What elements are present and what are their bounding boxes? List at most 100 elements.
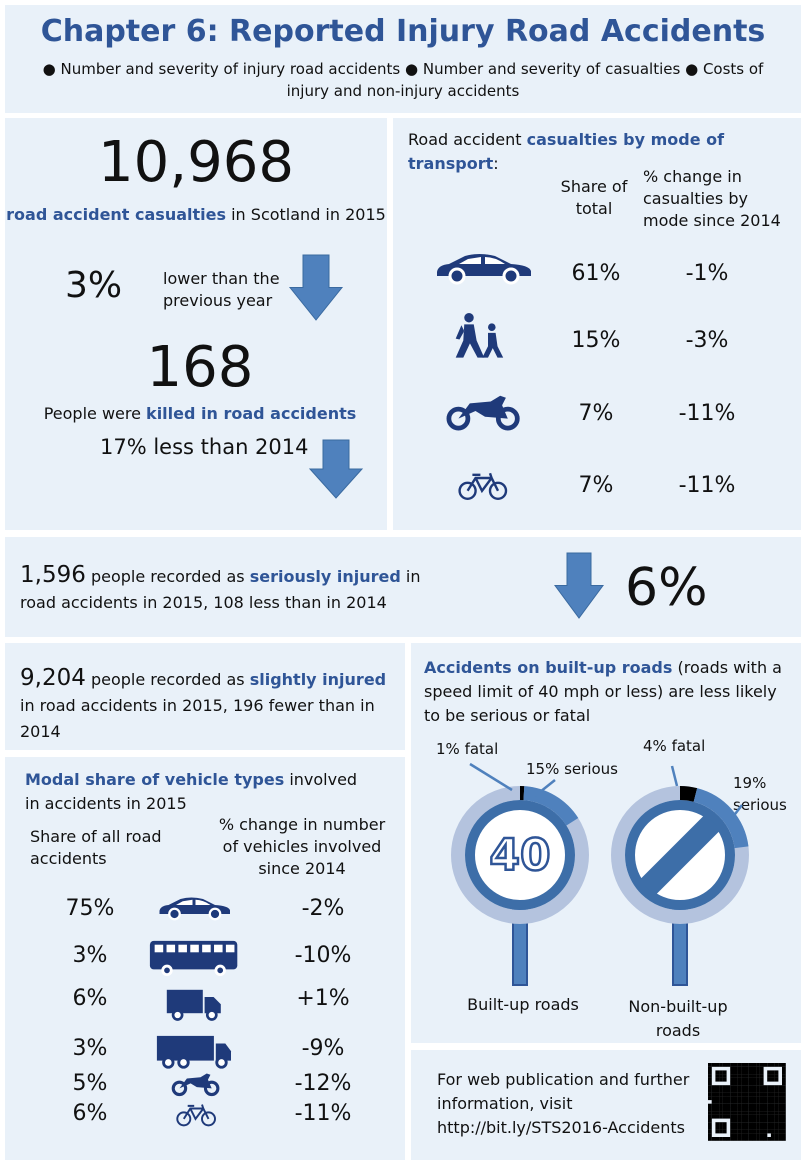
qr-cell xyxy=(770,1092,775,1097)
qr-cell xyxy=(711,1111,716,1115)
qr-cell xyxy=(733,1133,738,1138)
qr-cell xyxy=(726,1096,731,1101)
qr-cell xyxy=(767,1092,771,1097)
icon-part xyxy=(171,1009,184,1021)
qr-cell xyxy=(722,1088,727,1093)
qr-cell xyxy=(745,1103,749,1108)
qr-cell xyxy=(770,1088,775,1093)
change-value: -11% xyxy=(294,1101,352,1126)
qr-cell xyxy=(708,1070,712,1075)
qr-cell xyxy=(730,1100,734,1104)
qr-cell xyxy=(711,1088,716,1093)
qr-cell xyxy=(737,1122,742,1126)
qr-cell xyxy=(708,1133,712,1138)
qr-cell xyxy=(730,1081,734,1086)
bike-icon xyxy=(458,472,508,501)
qr-cell xyxy=(767,1077,771,1082)
qr-cell xyxy=(741,1081,746,1086)
qr-cell xyxy=(726,1137,731,1141)
fatal-label: 1% fatal xyxy=(436,740,499,758)
icon-part xyxy=(215,1056,228,1069)
text: people recorded as xyxy=(90,567,245,586)
qr-cell xyxy=(756,1114,760,1119)
qr-cell xyxy=(748,1070,753,1075)
qr-cell xyxy=(759,1129,764,1134)
sign-band xyxy=(639,814,721,896)
qr-cell xyxy=(782,1118,786,1123)
column-header: Share of all road accidents xyxy=(30,827,162,868)
qr-cell xyxy=(767,1137,771,1141)
qr-cell xyxy=(774,1114,779,1119)
qr-cell xyxy=(748,1125,753,1130)
highlight: road accident casualties xyxy=(6,205,227,224)
qr-cell xyxy=(719,1074,723,1078)
qr-cell xyxy=(752,1070,757,1075)
qr-cell xyxy=(782,1107,786,1112)
qr-cell xyxy=(778,1114,783,1119)
qr-cell xyxy=(759,1066,764,1071)
qr-cell xyxy=(741,1077,746,1082)
qr-cell xyxy=(708,1081,712,1086)
text: Road accident xyxy=(408,130,522,149)
highlight: killed in road accidents xyxy=(146,404,357,423)
qr-cell xyxy=(748,1122,753,1126)
qr-cell xyxy=(719,1137,723,1141)
qr-cell xyxy=(722,1063,727,1067)
qr-cell xyxy=(759,1096,764,1101)
qr-cell xyxy=(763,1125,768,1130)
qr-cell xyxy=(763,1114,768,1119)
qr-cell xyxy=(741,1103,746,1108)
pointer xyxy=(534,779,556,797)
icon-part xyxy=(215,1043,231,1061)
qr-cell xyxy=(778,1107,783,1112)
qr-cell xyxy=(752,1077,757,1082)
qr-cell xyxy=(733,1077,738,1082)
qr-cell xyxy=(741,1122,746,1126)
qr-cell xyxy=(745,1137,749,1141)
icon-part xyxy=(182,1104,210,1121)
qr-cell xyxy=(741,1066,746,1071)
qr-cell xyxy=(719,1122,723,1126)
qr-cell xyxy=(726,1063,731,1067)
qr-cell xyxy=(774,1100,779,1104)
icon-part xyxy=(455,324,485,358)
qr-cell xyxy=(733,1122,738,1126)
qr-cell xyxy=(708,1077,712,1082)
qr-cell xyxy=(752,1114,757,1119)
serious-text: 1,596 people recorded as seriously injur… xyxy=(20,562,460,616)
qr-cell xyxy=(737,1103,742,1108)
qr-cell xyxy=(730,1096,734,1101)
topic: Number and severity of casualties xyxy=(422,60,681,78)
qr-cell xyxy=(708,1063,712,1067)
change-value: -2% xyxy=(301,896,345,921)
qr-cell xyxy=(741,1096,746,1101)
highlight: seriously injured xyxy=(249,567,401,586)
qr-cell xyxy=(733,1063,738,1067)
casualty-label: road accident casualties in Scotland in … xyxy=(5,205,387,224)
share-value: 6% xyxy=(72,1101,108,1126)
qr-cell xyxy=(722,1111,727,1115)
qr-cell xyxy=(748,1100,753,1104)
change: 3% xyxy=(65,265,123,306)
qr-cell xyxy=(715,1114,720,1119)
qr-cell xyxy=(708,1107,712,1112)
qr-cell xyxy=(774,1085,779,1089)
qr-cell xyxy=(737,1077,742,1082)
change-value: -11% xyxy=(678,401,736,426)
qr-cell xyxy=(708,1111,712,1115)
qr-cell xyxy=(782,1111,786,1115)
change-value: -10% xyxy=(294,943,352,968)
count: 1,596 xyxy=(20,562,86,588)
icon-part xyxy=(205,1009,218,1021)
qr-cell xyxy=(767,1088,771,1093)
icon-part xyxy=(208,907,222,921)
qr-cell xyxy=(711,1092,716,1097)
qr-cell xyxy=(719,1100,723,1104)
qr-cell xyxy=(719,1129,723,1134)
icon-part xyxy=(448,267,466,285)
qr-cell xyxy=(722,1092,727,1097)
bus-icon xyxy=(149,940,238,977)
url[interactable]: http://bit.ly/STS2016-Accidents xyxy=(437,1118,685,1137)
qr-cell xyxy=(719,1114,723,1119)
icon-part xyxy=(446,406,471,431)
